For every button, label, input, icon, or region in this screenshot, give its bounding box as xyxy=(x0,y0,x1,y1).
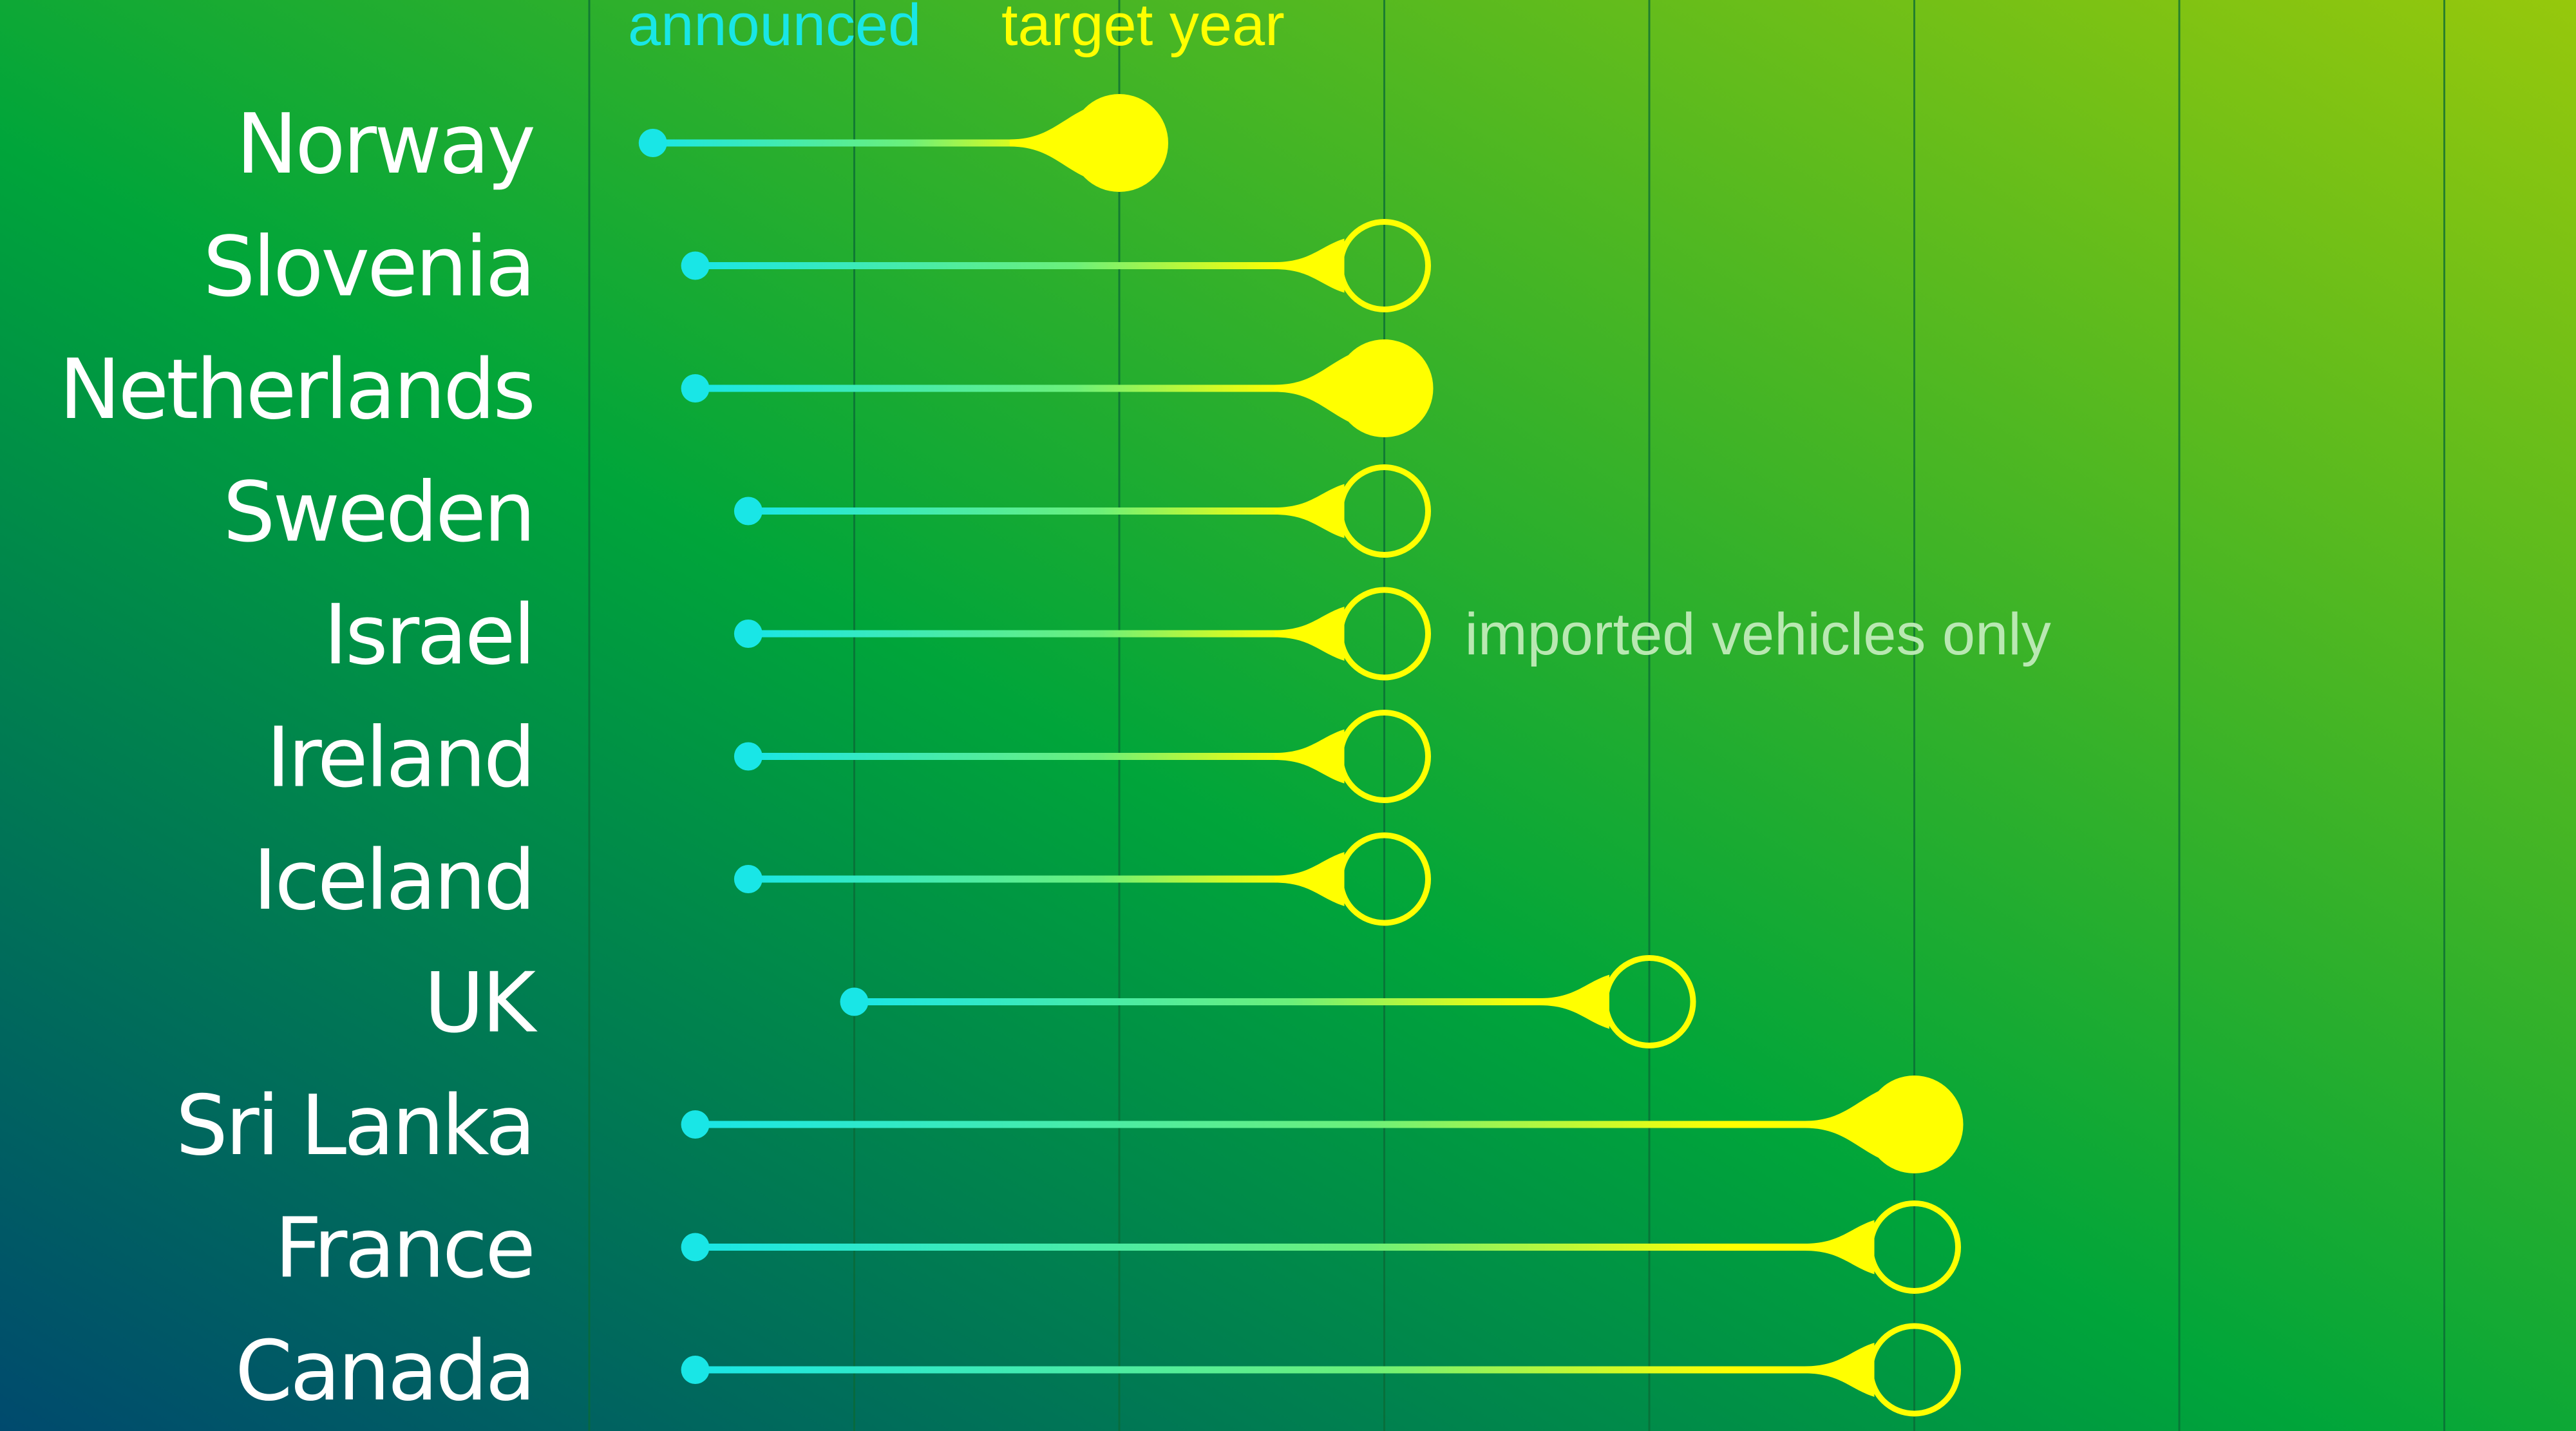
country-label: Netherlands xyxy=(59,342,533,438)
dumbbell-row: Norway xyxy=(236,94,1168,193)
target-marker-hollow xyxy=(1338,832,1431,926)
target-marker-hollow xyxy=(1338,710,1431,803)
target-neck xyxy=(1804,1220,1875,1275)
target-marker-hollow xyxy=(1868,1323,1961,1417)
legend: announced target year xyxy=(628,0,1285,58)
target-marker-hollow xyxy=(1338,219,1431,312)
target-marker-hollow xyxy=(1338,587,1431,681)
country-label: Slovenia xyxy=(203,220,533,316)
announced-dot xyxy=(734,620,762,648)
dumbbell-row: Canada xyxy=(235,1323,1961,1419)
chart-rows: Norway Slovenia Netherlands Sweden Israel imp… xyxy=(59,94,2051,1419)
announced-dot xyxy=(734,865,762,893)
target-neck xyxy=(1804,1343,1875,1397)
dumbbell-row: Slovenia xyxy=(203,219,1431,316)
announced-dot xyxy=(681,1233,710,1262)
target-marker-filled xyxy=(1335,339,1434,437)
announced-dot xyxy=(681,374,710,403)
legend-target-label: target year xyxy=(1001,0,1285,58)
country-label: Ireland xyxy=(266,710,533,806)
dumbbell-row: France xyxy=(274,1200,1961,1297)
announced-dot xyxy=(840,987,869,1016)
target-marker-hollow xyxy=(1602,955,1696,1048)
dumbbell-row: Netherlands xyxy=(59,339,1434,438)
gridlines xyxy=(588,0,2445,1431)
target-neck xyxy=(1010,109,1084,176)
target-neck xyxy=(1274,238,1345,293)
country-label: Iceland xyxy=(253,833,533,929)
announced-dot xyxy=(734,742,762,771)
country-label: Israel xyxy=(323,587,533,683)
target-marker-filled xyxy=(1865,1076,1964,1173)
dumbbell-row: UK xyxy=(424,955,1696,1052)
dumbbell-row: Ireland xyxy=(266,710,1431,806)
target-neck xyxy=(1804,1091,1879,1158)
announced-dot xyxy=(638,129,667,157)
target-marker-filled xyxy=(1070,94,1168,192)
dumbbell-row: Sri Lanka xyxy=(176,1076,1964,1174)
target-marker-hollow xyxy=(1868,1200,1961,1294)
announced-dot xyxy=(681,1356,710,1384)
dumbbell-row: Iceland xyxy=(253,832,1431,929)
country-label: Norway xyxy=(236,97,533,193)
country-label: Canada xyxy=(235,1323,533,1419)
target-neck xyxy=(1540,974,1609,1029)
dumbbell-row: Israel imported vehicles only xyxy=(323,587,2051,683)
announced-dot xyxy=(734,497,762,526)
target-neck xyxy=(1274,355,1349,422)
country-label: Sweden xyxy=(223,465,533,561)
announced-dot xyxy=(681,251,710,280)
legend-announced-label: announced xyxy=(628,0,921,58)
country-label: UK xyxy=(424,956,538,1052)
country-label: France xyxy=(274,1201,533,1297)
target-marker-hollow xyxy=(1338,464,1431,558)
target-neck xyxy=(1274,852,1345,906)
target-neck xyxy=(1274,607,1345,661)
announced-dot xyxy=(681,1110,710,1139)
country-label: Sri Lanka xyxy=(176,1078,533,1174)
target-neck xyxy=(1274,729,1345,784)
dumbbell-row: Sweden xyxy=(223,464,1431,561)
row-note: imported vehicles only xyxy=(1465,602,2051,667)
target-neck xyxy=(1274,484,1345,538)
